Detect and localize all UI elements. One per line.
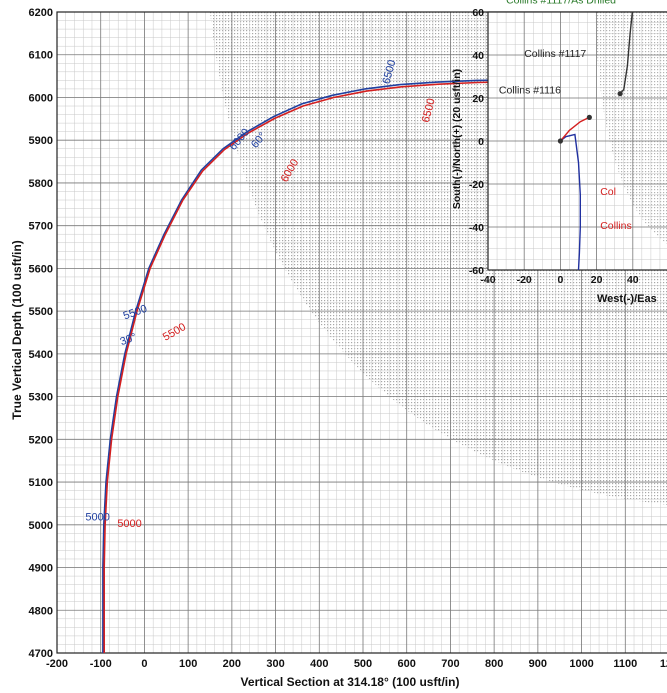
y-tick-label: -20 xyxy=(469,179,484,191)
x-tick-label: 100 xyxy=(179,658,197,670)
y-tick-label: 5400 xyxy=(29,349,53,361)
annotation-label: Collins #1117 xyxy=(524,48,586,60)
annotation-label: Collins xyxy=(600,220,632,232)
y-tick-label: 60 xyxy=(472,7,484,19)
y-tick-label: 5900 xyxy=(29,135,53,147)
annotation-label: 5000 xyxy=(85,512,109,524)
x-tick-label: 300 xyxy=(266,658,284,670)
y-tick-label: 4800 xyxy=(29,605,53,617)
x-tick-label: 200 xyxy=(223,658,241,670)
x-tick-label: 1000 xyxy=(569,658,593,670)
inset-dotted-region xyxy=(595,12,667,244)
x-tick-label: -40 xyxy=(480,274,495,286)
y-tick-label: 4900 xyxy=(29,563,53,575)
x-tick-label: 600 xyxy=(398,658,416,670)
main-plot-frame xyxy=(56,11,667,654)
main-x-tick-labels: -200 -100 0 100 200 300 400 500 600 700 800 900 1000… xyxy=(46,658,667,670)
y-tick-label: 5000 xyxy=(29,520,53,532)
x-tick-label: 500 xyxy=(354,658,372,670)
y-tick-label: 4700 xyxy=(29,648,53,660)
data-marker xyxy=(557,138,564,144)
x-tick-label: 700 xyxy=(441,658,459,670)
x-tick-label: 1100 xyxy=(613,658,637,670)
data-marker xyxy=(617,91,623,97)
inset-y-tick-labels: -60 -40 -20 0 20 40 60 xyxy=(469,7,484,277)
annotation-label: Col xyxy=(600,186,616,198)
y-tick-label: 5600 xyxy=(29,263,53,275)
y-tick-label: 6100 xyxy=(29,50,53,62)
y-tick-label: 5100 xyxy=(29,477,53,489)
inset-markers xyxy=(557,91,623,144)
y-tick-label: -60 xyxy=(469,265,484,277)
annotation-label: Collins #1116 xyxy=(499,85,561,97)
x-tick-label: 20 xyxy=(591,274,603,286)
y-tick-label: -40 xyxy=(469,222,484,234)
x-tick-label: 900 xyxy=(529,658,547,670)
inset-annotations: Collins #1117 Collins #1116 Collins #1117/… xyxy=(499,0,632,232)
inset-x-tick-labels: -40 -20 0 20 40 xyxy=(480,274,638,286)
series-line-1 xyxy=(559,116,590,142)
y-tick-label: 20 xyxy=(472,93,484,105)
x-tick-label: -20 xyxy=(517,274,532,286)
y-tick-label: 6000 xyxy=(29,92,53,104)
inset-y-axis-label: South(-)/North(+) (20 usft/in) xyxy=(451,69,463,209)
data-marker xyxy=(586,114,592,120)
x-tick-label: 0 xyxy=(141,658,147,670)
annotation-label: 30° xyxy=(119,331,139,348)
y-tick-label: 6200 xyxy=(29,7,53,19)
series-line-2 xyxy=(619,12,634,95)
main-y-axis-label: True Vertical Depth (100 usft/in) xyxy=(10,240,24,419)
x-tick-label: 120 xyxy=(660,658,667,670)
main-x-axis-label: Vertical Section at 314.18° (100 usft/in… xyxy=(241,675,460,689)
x-tick-label: -100 xyxy=(90,658,112,670)
x-tick-label: -200 xyxy=(46,658,68,670)
y-tick-label: 40 xyxy=(472,50,484,62)
annotation-label: 5000 xyxy=(117,518,141,530)
inset-x-axis-label: West(-)/Eas xyxy=(597,293,657,305)
inset-series xyxy=(559,12,634,270)
series-line-0 xyxy=(559,133,581,270)
y-tick-label: 0 xyxy=(478,136,484,148)
x-tick-label: 40 xyxy=(627,274,639,286)
y-tick-label: 5500 xyxy=(29,306,53,318)
y-tick-label: 5300 xyxy=(29,392,53,404)
y-tick-label: 5700 xyxy=(29,221,53,233)
x-tick-label: 400 xyxy=(310,658,328,670)
main-y-tick-labels: 4700 4800 4900 5000 5100 5200 5300 5400 5500 5600… xyxy=(29,7,53,660)
x-tick-label: 0 xyxy=(557,274,563,286)
y-tick-label: 5200 xyxy=(29,434,53,446)
x-tick-label: 800 xyxy=(485,658,503,670)
y-tick-label: 5800 xyxy=(29,178,53,190)
annotation-label: Collins #1117/As Drilled xyxy=(506,0,616,6)
